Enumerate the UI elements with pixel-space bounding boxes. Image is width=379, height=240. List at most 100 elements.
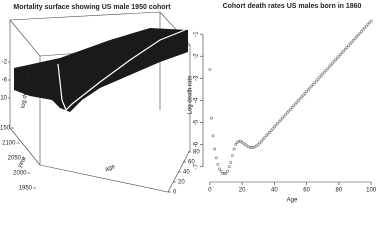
point [321,72,325,76]
y-tick-label: -2 [194,53,200,59]
y-tick-label: -1 [194,31,200,37]
point [361,28,365,32]
z-tick-label: -2 [2,60,8,66]
point [308,86,312,90]
point [221,171,225,175]
point [329,63,333,67]
point [214,156,218,160]
point [318,76,321,79]
point [358,31,362,35]
point [314,79,318,83]
point [282,114,286,118]
y-tick-label: -6 [194,141,200,147]
point [303,91,307,95]
point [250,145,254,149]
z-tick-label: -10 [0,96,8,102]
point [224,171,228,175]
point [263,136,267,139]
point [368,21,371,25]
year-tick-label: 2150 [0,126,11,132]
point [231,154,234,158]
point [305,90,309,93]
point [293,102,297,106]
point [251,145,255,149]
point [284,113,288,116]
point [211,134,215,138]
age-tick-label: 0 [173,190,177,196]
point [337,54,341,58]
point [227,165,231,169]
point [281,116,284,120]
point [350,40,354,44]
point [366,22,370,26]
point [210,116,213,120]
point [216,163,220,166]
point [343,47,347,51]
point [363,26,367,30]
year-tick-label: 2100 [2,141,16,147]
point [326,67,330,70]
point [355,35,359,39]
point [271,127,275,131]
point [274,123,278,127]
point [222,171,226,175]
x-axis-label: Age [287,198,298,204]
point [360,30,363,33]
point [248,145,252,149]
scatter-title: Cohort death rates US males born in 1860 [223,3,362,10]
point [269,129,273,132]
point [356,33,360,37]
surface-panel: Mortality surface showing US male 1950 c… [9,4,191,193]
y-tick-label: -4 [194,97,200,103]
point [313,81,317,85]
point [311,83,315,86]
point [266,132,270,136]
x-tick-label: 80 [336,188,343,194]
point [268,130,271,134]
y-tick-label: -7 [194,163,200,169]
point [258,141,262,145]
point [335,56,339,60]
point [319,74,323,78]
x-tick-label: 100 [366,188,377,194]
year-tick-label: 2000 [13,171,27,177]
point [276,122,279,125]
point [264,134,268,138]
point [208,68,212,71]
point [353,37,357,40]
point [331,61,334,65]
point [219,169,223,173]
cohort-curve [57,29,186,112]
point [256,143,260,147]
point [277,120,281,124]
point [247,145,250,149]
point [327,65,331,69]
point [298,97,302,101]
age-tick-label: 40 [183,170,190,176]
surface-mesh [14,28,188,112]
year-tick-label: 2050 [8,156,22,162]
point [348,42,352,46]
age-tick-label: 20 [178,180,185,186]
point [295,100,299,104]
point [285,111,289,115]
x-tick-label: 60 [303,188,310,194]
year-tick-label: 1950 [19,186,33,192]
point [229,160,233,164]
point [340,51,344,55]
point [213,147,217,151]
point [342,49,346,53]
surface-title: Mortality surface showing US male 1950 c… [13,4,171,11]
point [369,19,373,23]
point [322,70,326,74]
figure: Mortality surface showing US male 1950 c… [0,3,377,204]
point [279,118,283,122]
point [260,139,263,143]
point [234,143,238,147]
point [310,84,313,88]
point [302,93,305,97]
z-tick-label: -6 [2,78,8,84]
point [306,88,310,92]
point [332,60,336,63]
point [272,125,276,129]
